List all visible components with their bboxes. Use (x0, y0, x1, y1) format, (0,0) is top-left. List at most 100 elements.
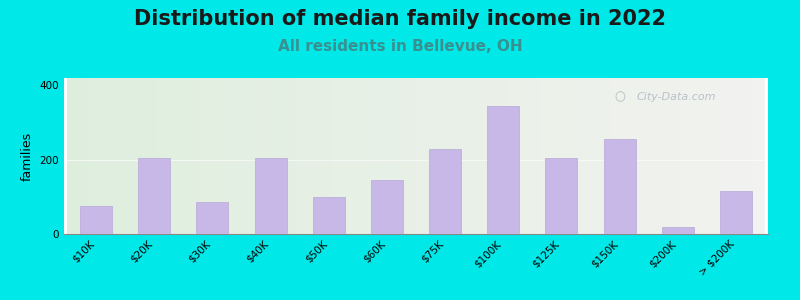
Bar (546, 158, 578, 234)
Bar (416, 78, 423, 234)
Bar (88, 78, 95, 234)
Bar (122, 78, 130, 234)
Bar (744, 78, 751, 234)
Bar (242, 78, 249, 234)
Bar (618, 78, 626, 234)
Bar (667, 78, 674, 234)
Bar (451, 78, 458, 234)
Bar (276, 78, 283, 234)
Bar (186, 78, 193, 234)
Bar (528, 78, 534, 234)
Bar (206, 78, 214, 234)
Y-axis label: families: families (21, 131, 34, 181)
Bar (388, 78, 395, 234)
Bar (598, 78, 605, 234)
Bar (720, 191, 752, 234)
Bar (549, 78, 556, 234)
Bar (577, 78, 583, 234)
Bar (255, 78, 262, 234)
Bar (556, 78, 562, 234)
Bar (605, 78, 611, 234)
Bar (423, 78, 430, 234)
Bar (138, 158, 170, 234)
Bar (710, 78, 716, 234)
Bar (437, 78, 444, 234)
Bar (95, 78, 102, 234)
Bar (562, 78, 570, 234)
Bar (472, 78, 479, 234)
Bar (67, 78, 74, 234)
Bar (633, 78, 639, 234)
Bar (137, 78, 144, 234)
Bar (395, 78, 402, 234)
Bar (283, 78, 290, 234)
Bar (102, 78, 109, 234)
Bar (695, 78, 702, 234)
Bar (144, 78, 150, 234)
Text: City-Data.com: City-Data.com (637, 92, 716, 102)
Bar (332, 78, 339, 234)
Bar (730, 78, 737, 234)
Bar (304, 78, 311, 234)
Bar (298, 78, 304, 234)
Bar (381, 78, 388, 234)
Bar (570, 78, 577, 234)
Bar (583, 78, 590, 234)
Bar (465, 78, 472, 234)
Bar (429, 148, 461, 234)
Bar (353, 78, 360, 234)
Bar (639, 78, 646, 234)
Bar (172, 78, 178, 234)
Bar (493, 78, 500, 234)
Bar (590, 78, 598, 234)
Bar (409, 78, 416, 234)
Bar (227, 78, 234, 234)
Bar (74, 78, 81, 234)
Bar (214, 78, 221, 234)
Bar (682, 78, 688, 234)
Bar (737, 78, 744, 234)
Bar (234, 78, 242, 234)
Bar (80, 206, 112, 234)
Bar (158, 78, 165, 234)
Bar (654, 78, 660, 234)
Bar (723, 78, 730, 234)
Bar (542, 78, 549, 234)
Bar (402, 78, 409, 234)
Bar (371, 180, 403, 234)
Bar (487, 106, 519, 234)
Bar (178, 78, 186, 234)
Bar (702, 78, 710, 234)
Bar (81, 78, 88, 234)
Bar (758, 78, 765, 234)
Bar (688, 78, 695, 234)
Bar (479, 78, 486, 234)
Bar (500, 78, 506, 234)
Bar (196, 202, 228, 234)
Bar (360, 78, 367, 234)
Bar (716, 78, 723, 234)
Bar (611, 78, 618, 234)
Bar (674, 78, 682, 234)
Bar (646, 78, 654, 234)
Bar (339, 78, 346, 234)
Bar (346, 78, 353, 234)
Bar (521, 78, 528, 234)
Bar (150, 78, 158, 234)
Bar (313, 197, 345, 234)
Bar (626, 78, 633, 234)
Bar (506, 78, 514, 234)
Bar (254, 158, 286, 234)
Bar (116, 78, 122, 234)
Bar (130, 78, 137, 234)
Bar (604, 139, 636, 234)
Bar (199, 78, 206, 234)
Bar (458, 78, 465, 234)
Bar (430, 78, 437, 234)
Bar (662, 226, 694, 234)
Bar (262, 78, 270, 234)
Bar (751, 78, 758, 234)
Text: All residents in Bellevue, OH: All residents in Bellevue, OH (278, 39, 522, 54)
Bar (193, 78, 199, 234)
Bar (444, 78, 451, 234)
